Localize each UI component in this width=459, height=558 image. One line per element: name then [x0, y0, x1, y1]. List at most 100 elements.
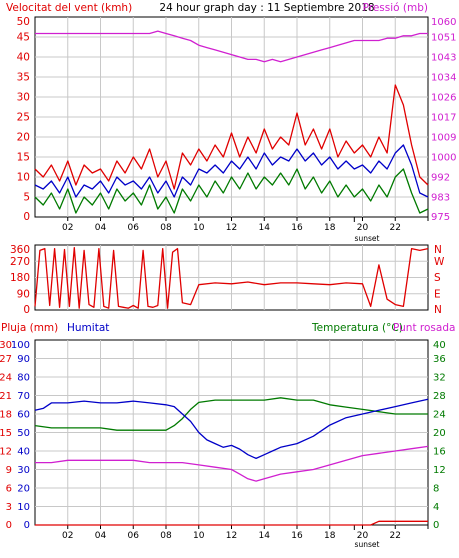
humidity-line [34, 398, 429, 460]
humidity-axis-title: Humitat [67, 322, 109, 334]
pressure-axis: 975 983 992 1000 1009 1017 1026 1034 1043 1051 106… [431, 17, 456, 223]
x-tick-label: 12 [226, 531, 237, 541]
wind-pressure-grid [35, 17, 428, 222]
wind-direction-tick-label: 0 [23, 304, 30, 316]
wind-speed-tick-label: 45 [17, 32, 30, 44]
wind-speed-tick-label: 40 [17, 52, 30, 64]
wind-direction-series [34, 247, 429, 309]
pressure-axis-title: Pressió (mb) [363, 2, 428, 14]
temp-humidity-series [34, 397, 429, 526]
rain-tick-label: 18 [0, 410, 12, 421]
rain-tick-label: 30 [0, 340, 12, 351]
humidity-tick-label: 70 [17, 391, 30, 402]
humidity-tick-label: 30 [17, 465, 30, 476]
temp-x-axis: 02 04 06 08 10 12 14 16 18 20 22 [62, 525, 429, 541]
temperature-tick-label: 24 [433, 410, 446, 421]
x-tick-label: 16 [291, 223, 303, 233]
temperature-axis: 0 4 8 12 16 20 24 28 32 36 40 [433, 340, 446, 531]
x-tick-label: 06 [128, 223, 140, 233]
x-tick-label: 14 [259, 531, 271, 541]
humidity-tick-label: 100 [11, 340, 30, 351]
temperature-tick-label: 0 [433, 520, 439, 531]
x-tick-label: 22 [390, 223, 401, 233]
wind-x-axis: 02 04 06 08 10 12 14 16 18 20 22 [62, 217, 429, 233]
wind-speed-tick-label: 10 [17, 172, 30, 184]
temp-humidity-grid [35, 340, 428, 530]
compass-tick-label: N [434, 244, 442, 256]
rain-tick-label: 12 [0, 447, 12, 458]
rain-axis: 0 3 6 9 12 15 18 21 24 27 30 [0, 340, 12, 531]
temperature-tick-label: 4 [433, 502, 439, 513]
temperature-tick-label: 40 [433, 340, 446, 351]
pressure-tick-label: 1017 [431, 113, 456, 124]
compass-tick-label: N [434, 304, 442, 316]
x-tick-label: 06 [128, 531, 140, 541]
wind-gust-line [34, 84, 429, 190]
wind-speed-tick-label: 0 [23, 211, 30, 223]
x-tick-label: 10 [193, 223, 205, 233]
x-tick-label: 14 [259, 223, 271, 233]
wind-direction-tick-label: 90 [17, 288, 30, 300]
humidity-tick-label: 90 [17, 354, 30, 365]
rain-tick-label: 6 [6, 484, 12, 495]
rain-tick-label: 9 [6, 465, 12, 476]
x-tick-label: 08 [160, 531, 172, 541]
temperature-tick-label: 16 [433, 447, 446, 458]
humidity-tick-label: 80 [17, 373, 30, 384]
rain-tick-label: 27 [0, 354, 12, 365]
rain-tick-label: 0 [6, 520, 12, 531]
dew-point-line [35, 445, 429, 482]
pressure-tick-label: 1060 [431, 17, 456, 28]
wind-speed-tick-label: 20 [17, 132, 30, 144]
wind-speed-axis-title: Velocitat del vent (kmh) [6, 2, 132, 14]
humidity-tick-label: 20 [17, 484, 30, 495]
humidity-tick-label: 60 [17, 410, 30, 421]
pressure-tick-label: 1051 [431, 33, 456, 44]
chart-title: 24 hour graph day : 11 Septiembre 2018 [159, 2, 374, 14]
pressure-tick-label: 1009 [431, 133, 456, 144]
pressure-tick-label: 992 [431, 173, 450, 184]
rain-tick-label: 3 [6, 502, 12, 513]
pressure-tick-label: 1034 [431, 73, 456, 84]
temperature-tick-label: 32 [433, 373, 446, 384]
rain-line [35, 520, 428, 526]
temperature-tick-label: 8 [433, 484, 439, 495]
wind-speed-tick-label: 25 [17, 112, 30, 124]
temperature-tick-label: 28 [433, 391, 446, 402]
x-tick-label: 10 [193, 531, 205, 541]
x-tick-label: 18 [324, 531, 336, 541]
wind-avg-line [34, 168, 429, 214]
pressure-tick-label: 1043 [431, 53, 456, 64]
x-tick-label: 02 [62, 223, 73, 233]
compass-tick-label: S [434, 272, 441, 284]
wind-speed-tick-label: 5 [23, 192, 30, 204]
sunset-label-top: sunset [355, 234, 380, 243]
humidity-axis: 0 10 20 30 40 50 60 70 80 90 100 [11, 340, 30, 531]
wind-speed-axis: 0 5 10 15 20 25 30 35 40 45 50 [17, 16, 30, 223]
pressure-tick-label: 983 [431, 193, 450, 204]
temperature-axis-title: Temperatura (°C) [311, 322, 403, 334]
temperature-line [34, 397, 428, 431]
compass-tick-label: W [434, 256, 445, 268]
rain-tick-label: 15 [0, 428, 12, 439]
wind-direction-tick-label: 180 [10, 272, 30, 284]
rain-tick-label: 21 [0, 391, 12, 402]
rain-tick-label: 24 [0, 373, 12, 384]
x-tick-label: 18 [324, 223, 336, 233]
compass-tick-label: E [434, 288, 441, 300]
humidity-tick-label: 50 [17, 428, 30, 439]
wind-speed-tick-label: 50 [17, 16, 30, 28]
wind-speed-tick-label: 35 [17, 72, 30, 84]
humidity-tick-label: 10 [17, 502, 30, 513]
x-tick-label: 20 [357, 531, 369, 541]
x-tick-label: 16 [291, 531, 303, 541]
wind-direction-line [34, 247, 429, 309]
humidity-tick-label: 40 [17, 447, 30, 458]
temperature-tick-label: 12 [433, 465, 446, 476]
pressure-tick-label: 1000 [431, 153, 456, 164]
temperature-tick-label: 36 [433, 354, 446, 365]
